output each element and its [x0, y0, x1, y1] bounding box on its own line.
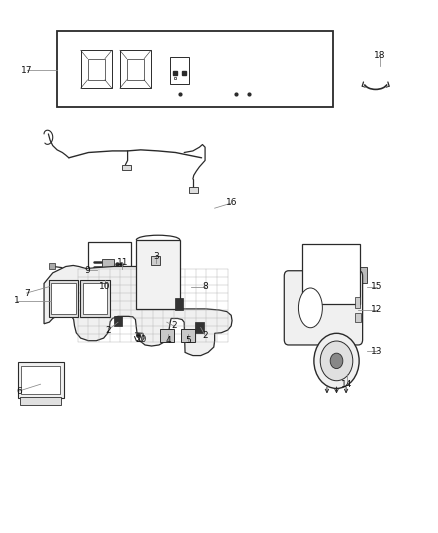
Polygon shape — [160, 329, 174, 342]
Polygon shape — [81, 50, 112, 88]
Text: 6: 6 — [16, 386, 21, 395]
Bar — [176, 298, 184, 310]
Polygon shape — [181, 329, 194, 342]
Text: 13: 13 — [371, 347, 382, 356]
Text: 7: 7 — [24, 288, 29, 297]
Bar — [49, 278, 55, 284]
Polygon shape — [51, 283, 76, 314]
Bar — [21, 366, 60, 394]
Bar — [114, 316, 122, 326]
Polygon shape — [83, 283, 107, 314]
Text: 14: 14 — [341, 379, 352, 389]
Polygon shape — [188, 187, 198, 193]
Text: 3: 3 — [153, 253, 159, 262]
Text: 11: 11 — [117, 258, 128, 266]
Polygon shape — [49, 280, 78, 317]
Ellipse shape — [197, 60, 211, 81]
Polygon shape — [80, 280, 110, 317]
FancyBboxPatch shape — [226, 56, 308, 84]
Bar — [358, 267, 367, 283]
Circle shape — [314, 333, 359, 389]
Text: 8: 8 — [202, 282, 208, 291]
Bar — [88, 241, 131, 287]
Text: 16: 16 — [226, 198, 238, 207]
Polygon shape — [122, 165, 131, 170]
Bar — [170, 57, 188, 84]
Polygon shape — [127, 59, 144, 80]
Ellipse shape — [298, 288, 322, 328]
Polygon shape — [88, 59, 105, 80]
Bar — [136, 240, 180, 309]
Bar — [304, 302, 358, 313]
FancyBboxPatch shape — [219, 49, 315, 92]
FancyBboxPatch shape — [284, 271, 363, 345]
Bar — [20, 397, 61, 406]
Polygon shape — [120, 50, 151, 88]
Text: 10: 10 — [99, 281, 111, 290]
Text: 2: 2 — [202, 331, 208, 340]
Bar — [49, 263, 55, 269]
Text: 18: 18 — [374, 51, 386, 60]
Circle shape — [320, 341, 353, 381]
Polygon shape — [44, 265, 232, 356]
Bar — [302, 244, 360, 304]
Text: 2: 2 — [105, 326, 111, 335]
Text: 20: 20 — [136, 335, 147, 344]
Text: 4: 4 — [165, 336, 171, 345]
Text: 17: 17 — [21, 66, 32, 75]
Bar — [18, 362, 64, 398]
Text: 2: 2 — [171, 321, 177, 330]
Ellipse shape — [192, 56, 216, 85]
Text: 9: 9 — [85, 266, 90, 274]
Text: 1: 1 — [14, 296, 20, 305]
Text: 12: 12 — [371, 305, 382, 314]
Text: 5: 5 — [185, 336, 191, 345]
Bar — [151, 256, 160, 265]
Circle shape — [330, 353, 343, 369]
Text: 15: 15 — [371, 282, 382, 291]
Bar — [102, 259, 114, 270]
Bar — [57, 30, 333, 108]
Bar — [355, 313, 361, 322]
Bar — [195, 322, 204, 333]
Bar — [355, 297, 360, 308]
